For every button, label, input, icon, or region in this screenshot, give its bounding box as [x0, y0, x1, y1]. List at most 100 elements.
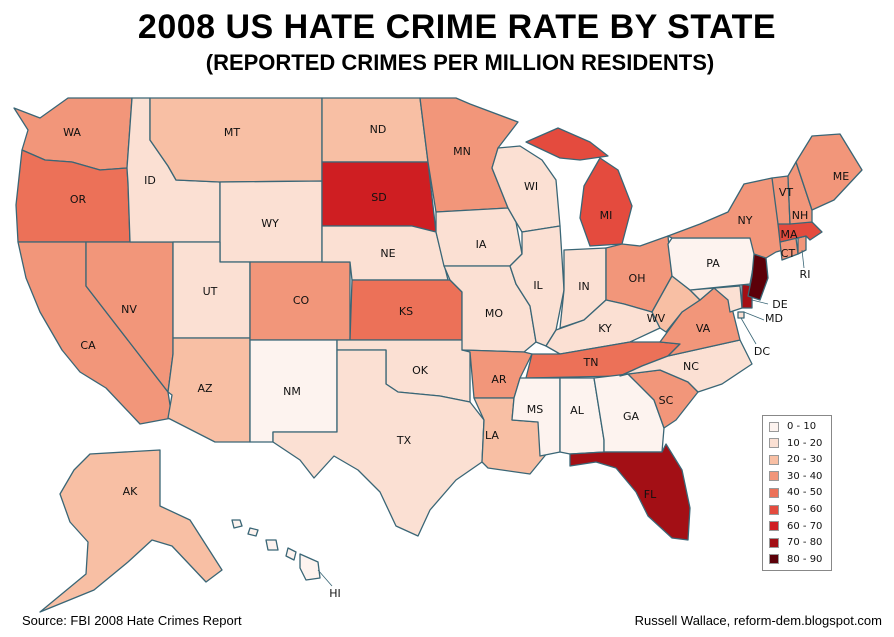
legend-item: 10 - 20 [769, 436, 822, 451]
label-co: CO [293, 294, 310, 307]
label-ky: KY [598, 322, 612, 335]
label-nc: NC [683, 360, 699, 373]
label-me: ME [833, 170, 849, 183]
label-mt: MT [224, 126, 240, 139]
state-me[interactable] [795, 133, 863, 211]
label-hi: HI [329, 587, 341, 600]
state-mt[interactable] [149, 97, 323, 183]
label-ma: MA [780, 228, 797, 241]
label-va: VA [696, 322, 711, 335]
legend-item: 20 - 30 [769, 452, 822, 467]
leader-hi [317, 569, 333, 587]
legend-label: 20 - 30 [787, 454, 823, 466]
label-id: ID [144, 174, 156, 187]
label-or: OR [70, 193, 87, 206]
label-ok: OK [412, 364, 429, 377]
state-il[interactable] [509, 225, 565, 347]
legend-swatch [769, 471, 779, 482]
label-fl: FL [644, 488, 657, 501]
legend-label: 40 - 50 [787, 487, 823, 499]
label-ri: RI [800, 268, 811, 281]
legend-swatch [769, 421, 779, 432]
label-md: MD [765, 312, 783, 325]
label-dc: DC [754, 345, 770, 358]
state-fl[interactable] [569, 443, 691, 541]
label-pa: PA [706, 257, 720, 270]
legend-label: 80 - 90 [787, 553, 823, 565]
state-nh[interactable] [787, 161, 813, 225]
label-ia: IA [476, 238, 487, 251]
map-title: 2008 US HATE CRIME RATE BY STATE [137, 8, 777, 46]
state-md[interactable] [689, 285, 743, 313]
label-mo: MO [485, 307, 503, 320]
label-ms: MS [527, 403, 543, 416]
label-ca: CA [80, 339, 96, 352]
map-subtitle: (REPORTED CRIMES PER MILLION RESIDENTS) [205, 50, 715, 75]
state-ia[interactable] [435, 207, 523, 267]
state-tx[interactable] [272, 349, 485, 537]
legend-swatch [769, 504, 779, 515]
label-ne: NE [380, 247, 395, 260]
legend-swatch [769, 554, 779, 565]
leader-dc [740, 317, 757, 345]
label-in: IN [578, 280, 589, 293]
label-az: AZ [197, 382, 213, 395]
label-wy: WY [261, 217, 279, 230]
legend-item: 60 - 70 [769, 519, 822, 534]
label-ks: KS [399, 305, 413, 318]
label-ut: UT [203, 285, 218, 298]
label-nm: NM [283, 385, 301, 398]
state-hi[interactable] [231, 519, 321, 581]
label-il: IL [533, 279, 543, 292]
label-ny: NY [738, 214, 753, 227]
label-ak: AK [123, 485, 139, 498]
label-sc: SC [659, 394, 674, 407]
legend-item: 0 - 10 [769, 419, 816, 434]
legend-swatch [769, 438, 779, 449]
legend-swatch [769, 454, 779, 465]
legend-item: 30 - 40 [769, 469, 822, 484]
label-wi: WI [524, 180, 538, 193]
legend-swatch [769, 487, 779, 498]
label-tn: TN [583, 356, 599, 369]
legend-swatch [769, 521, 779, 532]
label-vt: VT [779, 186, 794, 199]
label-wa: WA [63, 126, 81, 139]
state-dc[interactable] [737, 311, 745, 319]
legend-item: 40 - 50 [769, 485, 822, 500]
leader-md [743, 311, 765, 321]
legend-item: 70 - 80 [769, 535, 822, 550]
legend-label: 0 - 10 [787, 421, 817, 432]
legend-label: 60 - 70 [787, 520, 823, 532]
legend-item: 80 - 90 [769, 552, 822, 567]
label-al: AL [570, 404, 585, 417]
credit-note: Russell Wallace, reform-dem.blogspot.com [634, 613, 882, 628]
label-mi: MI [600, 209, 613, 222]
label-nh: NH [792, 209, 809, 222]
label-wv: WV [647, 312, 666, 325]
label-la: LA [485, 429, 499, 442]
leader-de [751, 299, 769, 305]
label-ga: GA [623, 410, 640, 423]
label-nv: NV [121, 303, 137, 316]
leader-ri [801, 249, 805, 269]
legend-label: 10 - 20 [787, 437, 823, 449]
state-mi[interactable] [525, 127, 633, 247]
legend-label: 50 - 60 [787, 504, 823, 515]
legend: 0 - 10 10 - 20 20 - 30 30 - 40 40 - 50 50 - 6… [762, 415, 832, 571]
legend-label: 70 - 80 [787, 537, 823, 549]
legend-swatch [769, 537, 779, 548]
label-tx: TX [396, 434, 412, 447]
label-ct: CT [781, 247, 796, 260]
state-ak[interactable] [39, 449, 223, 613]
label-mn: MN [453, 145, 471, 158]
label-sd: SD [371, 191, 386, 204]
label-de: DE [772, 298, 787, 311]
label-nd: ND [370, 123, 387, 136]
label-oh: OH [629, 272, 646, 285]
label-ar: AR [491, 373, 507, 386]
source-note: Source: FBI 2008 Hate Crimes Report [22, 613, 242, 628]
legend-item: 50 - 60 [769, 502, 822, 517]
legend-label: 30 - 40 [787, 470, 823, 482]
